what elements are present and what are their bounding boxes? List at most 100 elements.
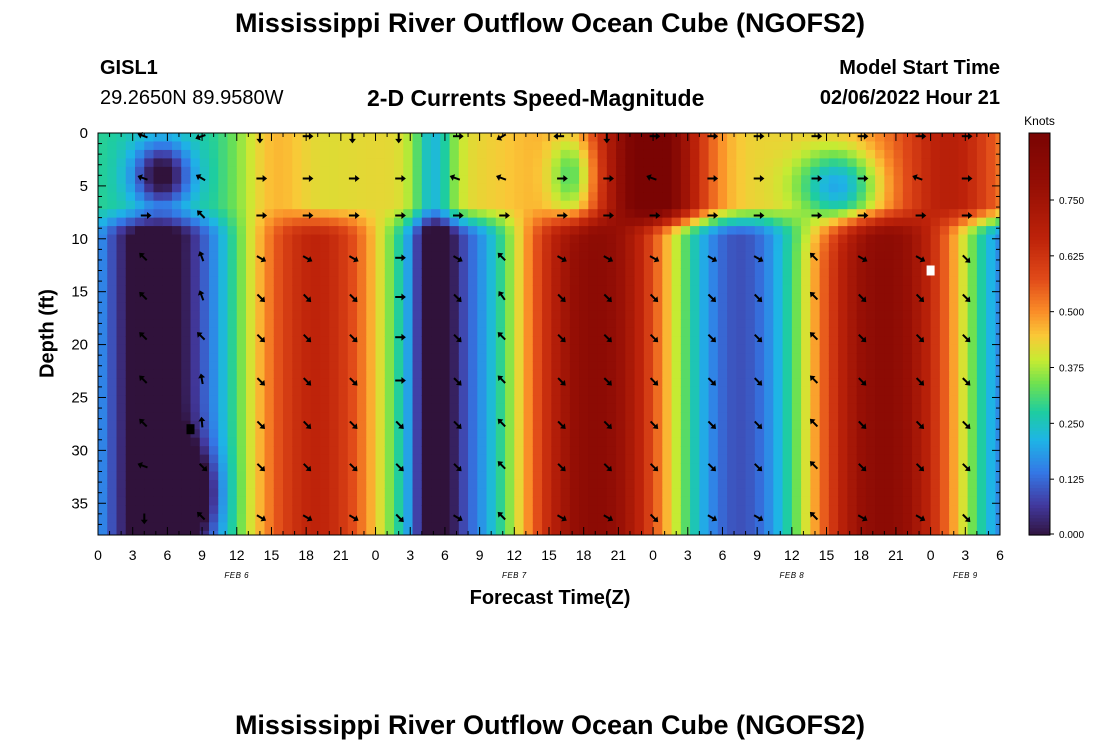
heatmap-cell [671,344,682,354]
heatmap-cell [690,276,700,286]
heatmap-cell [671,268,682,278]
heatmap-cell [495,463,506,473]
heatmap-cell [514,336,525,346]
heatmap-cell [144,158,155,168]
heatmap-cell [431,513,441,523]
heatmap-cell [579,344,589,354]
heatmap-cell [347,488,358,498]
heatmap-cell [403,378,414,388]
heatmap-cell [856,496,867,506]
heatmap-cell [912,302,922,312]
heatmap-cell [912,259,922,270]
heatmap-cell [320,429,330,439]
heatmap-cell [273,488,284,498]
heatmap-cell [949,158,959,168]
heatmap-cell [708,259,719,270]
heatmap-cell [569,226,580,236]
heatmap-cell [125,158,136,168]
currents-heatmap-chart: 0 3 6 9 12 15 18 21 0 3 6 9 12 15 18 21 0 3 6 9 12 15 18 21 0 3 6F… [71,114,1084,580]
heatmap-cell [458,192,469,202]
heatmap-cell [301,336,312,346]
heatmap-cell [190,378,201,388]
heatmap-cell [458,251,469,261]
heatmap-cell [653,259,663,270]
heatmap-cell [588,488,599,498]
heatmap-cell [893,192,904,202]
heatmap-cell [320,183,330,193]
heatmap-cell [283,209,293,219]
heatmap-cell [172,319,182,329]
heatmap-cell [958,158,969,168]
heatmap-cell [727,386,737,396]
heatmap-cell [107,293,118,303]
heatmap-cell [801,268,811,278]
heatmap-cell [375,513,386,523]
heatmap-cell [625,488,636,498]
heatmap-cell [643,285,654,295]
heatmap-cell [523,243,534,253]
heatmap-cell [486,496,497,506]
heatmap-cell [458,336,469,346]
heatmap-cell [412,344,423,354]
heatmap-cell [403,429,414,439]
heatmap-cell [384,302,395,312]
heatmap-cell [98,293,108,303]
heatmap-cell [865,361,876,371]
heatmap-cell [162,353,173,363]
heatmap-cell [782,234,793,244]
heatmap-cell [329,149,340,159]
heatmap-cell [727,327,737,337]
heatmap-cell [569,488,580,498]
heatmap-cell [116,471,127,481]
heatmap-cell [209,166,219,176]
heatmap-cell [144,454,155,464]
heatmap-cell [773,369,784,380]
heatmap-cell [255,276,266,286]
heatmap-cell [560,158,571,168]
heatmap-cell [98,454,108,464]
heatmap-cell [181,175,192,185]
heatmap-cell [875,386,885,396]
heatmap-cell [717,479,728,490]
heatmap-cell [144,243,155,253]
heatmap-cell [551,513,562,523]
heatmap-cell [662,183,673,193]
heatmap-cell [662,361,673,371]
heatmap-cell [394,505,404,515]
heatmap-cell [357,530,367,535]
heatmap-cell [690,158,700,168]
heatmap-cell [218,530,229,535]
heatmap-cell [329,505,340,515]
heatmap-cell [764,369,774,380]
heatmap-cell [606,217,617,227]
heatmap-cell [865,141,876,151]
heatmap-cell [477,209,488,219]
current-arrow [753,175,765,182]
heatmap-cell [865,454,876,464]
heatmap-cell [181,226,192,236]
heatmap-cell [560,369,571,380]
heatmap-cell [181,344,192,354]
heatmap-cell [394,217,404,227]
heatmap-cell [181,209,192,219]
heatmap-cell [690,285,700,295]
heatmap-cell [791,513,802,523]
heatmap-cell [569,369,580,380]
heatmap-cell [551,259,562,270]
heatmap-cell [662,327,673,337]
heatmap-cell [801,192,811,202]
heatmap-cell [699,293,710,303]
heatmap-cell [486,226,497,236]
heatmap-cell [153,505,164,515]
current-arrow [809,252,819,262]
heatmap-cell [505,192,515,202]
heatmap-cell [551,505,562,515]
heatmap-cell [357,175,367,185]
heatmap-cell [819,234,830,244]
heatmap-cell [218,488,229,498]
heatmap-cell [708,226,719,236]
heatmap-cell [912,276,922,286]
heatmap-cell [329,530,340,535]
heatmap-cells [98,133,1000,535]
heatmap-cell [865,479,876,490]
